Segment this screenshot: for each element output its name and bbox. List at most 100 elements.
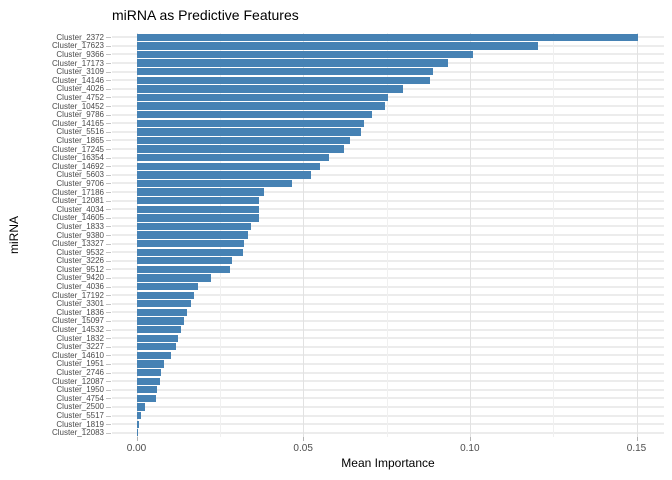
y-tick-label: Cluster_1833 bbox=[56, 221, 104, 231]
bar bbox=[136, 76, 430, 84]
y-tick-label: Cluster_3301 bbox=[56, 299, 104, 309]
y-tick-label: Cluster_5516 bbox=[56, 127, 104, 137]
y-tick-mark bbox=[106, 106, 111, 108]
y-gridline bbox=[112, 165, 664, 168]
y-tick-label: Cluster_14692 bbox=[51, 161, 104, 171]
y-tick-label: Cluster_17173 bbox=[51, 58, 104, 68]
y-gridline bbox=[112, 405, 664, 408]
y-tick-label: Cluster_9366 bbox=[56, 49, 104, 59]
y-tick-label: Cluster_3227 bbox=[56, 342, 104, 352]
y-gridline bbox=[112, 423, 664, 426]
y-tick-mark bbox=[106, 406, 111, 408]
bar bbox=[136, 119, 364, 127]
y-gridline bbox=[112, 208, 664, 211]
bar bbox=[136, 111, 372, 119]
y-gridline bbox=[112, 397, 664, 400]
x-tick-label: 0.15 bbox=[626, 443, 647, 454]
y-tick-label: Cluster_3226 bbox=[56, 256, 104, 266]
y-gridline bbox=[112, 234, 664, 236]
y-tick-label: Cluster_10452 bbox=[51, 101, 104, 111]
y-gridline bbox=[112, 294, 664, 297]
x-tick-label: 0.00 bbox=[126, 443, 147, 454]
x-axis-title: Mean Importance bbox=[341, 456, 435, 470]
bar bbox=[136, 240, 244, 248]
bar bbox=[136, 197, 260, 205]
bar bbox=[136, 403, 145, 411]
y-tick-mark bbox=[106, 37, 111, 39]
y-gridline bbox=[112, 113, 664, 116]
bar bbox=[136, 386, 157, 394]
y-tick-mark bbox=[106, 320, 111, 322]
y-tick-label: Cluster_14165 bbox=[51, 118, 104, 128]
bar bbox=[136, 248, 243, 256]
bar bbox=[136, 33, 639, 41]
y-tick-mark bbox=[106, 260, 111, 262]
y-tick-mark bbox=[106, 415, 111, 417]
bar bbox=[136, 93, 388, 102]
bar bbox=[136, 429, 138, 437]
y-tick-mark bbox=[106, 398, 111, 400]
y-tick-label: Cluster_17623 bbox=[51, 41, 104, 51]
x-tick-mark bbox=[136, 437, 138, 441]
y-tick-label: Cluster_2746 bbox=[56, 368, 104, 378]
bar bbox=[136, 257, 232, 265]
y-tick-mark bbox=[106, 80, 111, 82]
y-tick-label: Cluster_2500 bbox=[56, 402, 104, 412]
y-tick-mark bbox=[106, 269, 111, 271]
y-tick-label: Cluster_17186 bbox=[51, 187, 104, 197]
y-gridline bbox=[112, 431, 664, 434]
y-tick-mark bbox=[106, 277, 111, 279]
chart-title: miRNA as Predictive Features bbox=[112, 7, 299, 23]
y-gridline bbox=[112, 276, 664, 279]
y-gridline bbox=[112, 354, 664, 357]
y-tick-label: Cluster_5603 bbox=[56, 170, 104, 180]
y-tick-label: Cluster_1950 bbox=[56, 385, 104, 395]
y-tick-mark bbox=[106, 166, 111, 168]
y-tick-mark bbox=[106, 286, 111, 288]
bar bbox=[136, 68, 433, 76]
y-gridline bbox=[112, 173, 664, 176]
bar bbox=[136, 50, 474, 59]
bar bbox=[136, 85, 403, 93]
bar bbox=[136, 420, 139, 428]
bar bbox=[136, 377, 161, 385]
bar bbox=[136, 205, 259, 213]
bar bbox=[136, 308, 187, 317]
y-tick-mark bbox=[106, 183, 111, 185]
x-major-gridline bbox=[636, 33, 638, 437]
y-gridline bbox=[112, 216, 664, 219]
y-tick-mark bbox=[106, 329, 111, 331]
y-gridline bbox=[112, 105, 664, 108]
y-tick-label: Cluster_3109 bbox=[56, 67, 104, 77]
y-gridline bbox=[112, 199, 664, 202]
y-tick-label: Cluster_14605 bbox=[51, 213, 104, 223]
x-major-gridline bbox=[303, 33, 305, 437]
y-tick-mark bbox=[106, 123, 111, 125]
y-tick-label: Cluster_16354 bbox=[51, 153, 104, 163]
y-tick-label: Cluster_12081 bbox=[51, 196, 104, 206]
x-minor-gridline bbox=[386, 33, 388, 437]
y-tick-label: Cluster_14146 bbox=[51, 75, 104, 85]
y-tick-mark bbox=[106, 303, 111, 305]
y-tick-mark bbox=[106, 174, 111, 176]
y-tick-mark bbox=[106, 295, 111, 297]
y-gridline bbox=[112, 414, 664, 417]
y-tick-label: Cluster_5517 bbox=[56, 411, 104, 420]
y-tick-mark bbox=[106, 312, 111, 314]
y-tick-label: Cluster_4026 bbox=[56, 84, 104, 94]
y-tick-mark bbox=[106, 346, 111, 348]
bar bbox=[136, 128, 361, 136]
y-gridline bbox=[112, 251, 664, 254]
y-tick-label: Cluster_4754 bbox=[56, 393, 104, 403]
y-tick-label: Cluster_9706 bbox=[56, 178, 104, 188]
y-gridline bbox=[112, 319, 664, 322]
bar bbox=[136, 162, 320, 170]
y-tick-label: Cluster_4752 bbox=[56, 92, 104, 102]
y-tick-mark bbox=[106, 432, 111, 434]
bar bbox=[136, 411, 141, 420]
y-tick-mark bbox=[106, 252, 111, 254]
y-gridline bbox=[112, 191, 664, 194]
y-tick-mark bbox=[106, 363, 111, 365]
y-tick-mark bbox=[106, 192, 111, 194]
bar bbox=[136, 317, 184, 325]
